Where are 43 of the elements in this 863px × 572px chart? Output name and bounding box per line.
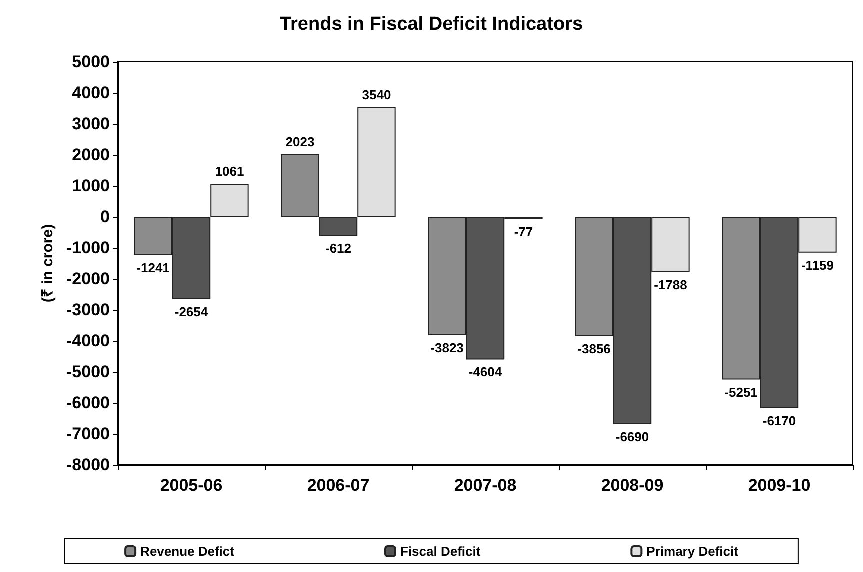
y-tick-label: -2000 (66, 270, 110, 288)
data-label: -6170 (762, 413, 796, 428)
x-tick-label: 2006-07 (307, 476, 370, 495)
bar (319, 217, 358, 236)
legend-label: Fiscal Deficit (400, 544, 482, 559)
data-label: -6690 (616, 429, 650, 444)
data-label: 1061 (215, 164, 244, 180)
y-tick-label: 2000 (72, 146, 110, 164)
chart-title: Trends in Fiscal Deficit Indicators (280, 14, 584, 35)
legend-label: Primary Deficit (646, 544, 740, 559)
data-label: -612 (325, 240, 352, 256)
y-tick-label: -4000 (66, 332, 110, 350)
x-tick-label: 2007-08 (454, 476, 517, 495)
y-tick-label: 5000 (72, 52, 110, 72)
data-label: -5251 (724, 384, 758, 400)
y-tick-label: 1000 (72, 176, 110, 196)
x-tick-label: 2008-09 (601, 476, 664, 495)
bar (210, 184, 249, 217)
bar (358, 107, 396, 217)
data-label: 3540 (362, 87, 392, 102)
y-tick-label: 4000 (72, 84, 110, 102)
y-tick-label: -6000 (66, 394, 110, 412)
bar (281, 154, 320, 217)
x-tick-label: 2009-10 (748, 476, 811, 495)
data-label: 2023 (286, 134, 315, 150)
data-label: -77 (514, 224, 534, 240)
data-label: -1159 (801, 258, 834, 273)
y-tick-label: 3000 (72, 114, 110, 134)
data-label: -1788 (654, 277, 688, 292)
data-label: -3823 (430, 340, 464, 356)
data-label: -4604 (468, 364, 503, 380)
y-tick-label: -8000 (66, 456, 110, 474)
y-tick-label: -1000 (66, 238, 110, 258)
y-tick-label: -3000 (66, 300, 110, 320)
legend-label: Revenue Defict (140, 544, 236, 559)
y-tick-label: -7000 (66, 424, 110, 444)
data-label: -2654 (174, 304, 209, 320)
y-axis-title: (₹ in crore) (40, 224, 57, 303)
y-tick-label: 0 (100, 208, 110, 226)
x-tick-label: 2005-06 (160, 476, 223, 495)
y-tick-label: -5000 (66, 362, 110, 382)
data-label: -1241 (136, 260, 170, 276)
data-label: -3856 (578, 342, 611, 357)
